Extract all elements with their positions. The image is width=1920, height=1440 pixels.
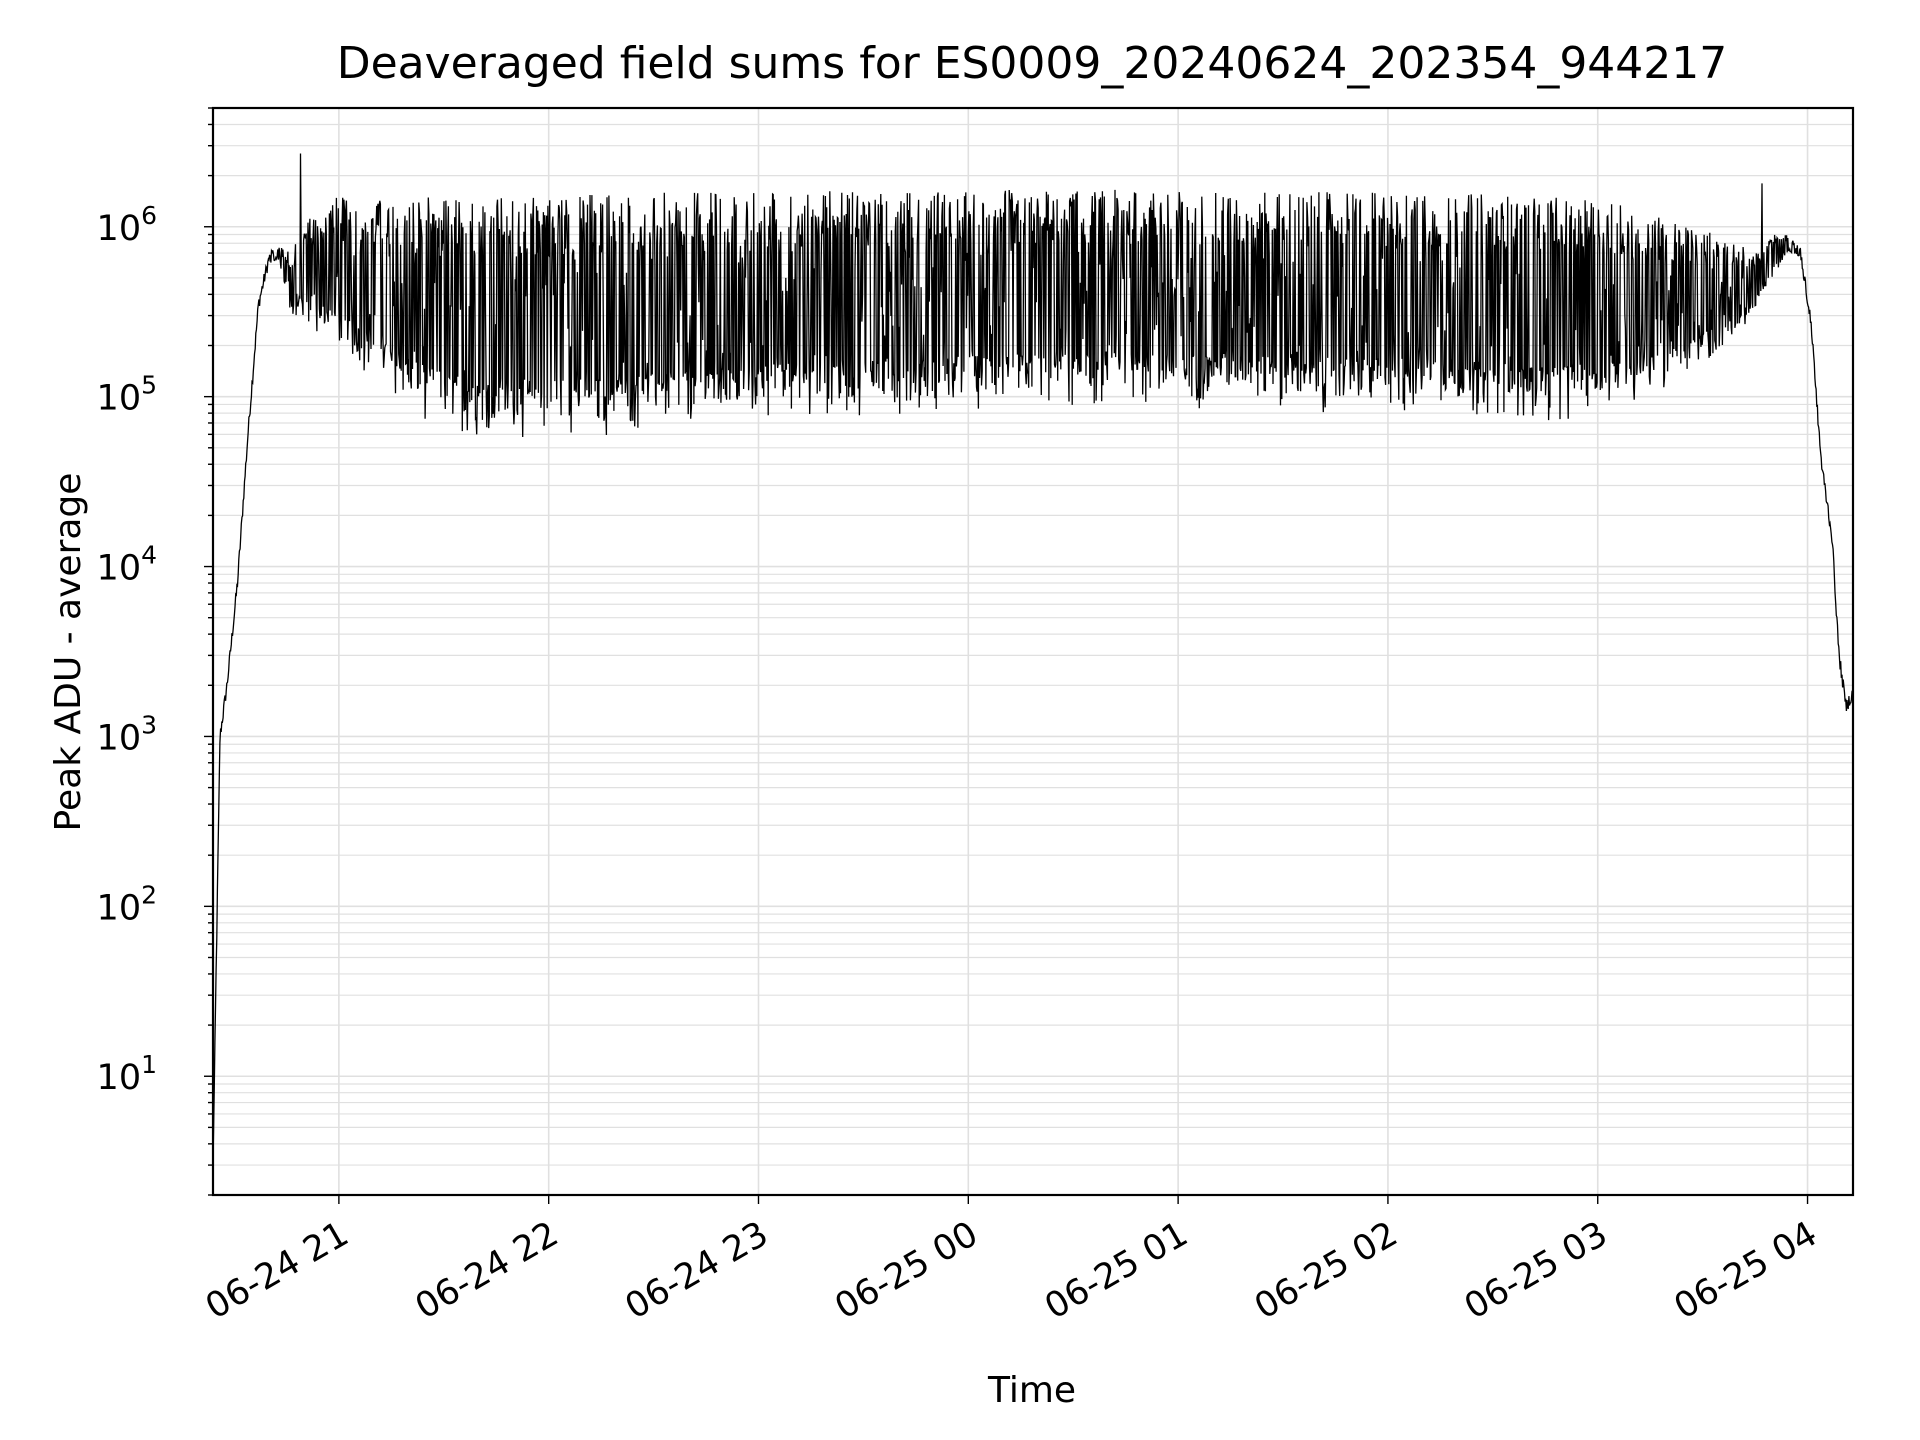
y-tick-base: 10 [97,1058,142,1098]
y-tick-base: 10 [97,549,142,589]
y-tick-exponent: 3 [141,710,157,739]
y-tick-label: 102 [97,880,157,928]
x-tick-label: 06-25 00 [829,1214,985,1327]
x-tick-label: 06-25 03 [1458,1214,1614,1327]
x-axis: 06-24 21 06-24 22 06-24 23 06-25 00 06-25 01… [199,1195,1824,1327]
y-tick-exponent: 2 [141,880,157,909]
x-tick-label: 06-24 21 [199,1214,355,1327]
x-tick-label: 06-24 23 [619,1214,775,1327]
plot-frame [211,106,1855,1197]
y-tick-label: 104 [97,541,157,589]
x-tick-label: 06-25 01 [1038,1214,1194,1327]
x-tick-label: 06-25 04 [1668,1214,1824,1327]
y-tick-exponent: 4 [141,541,157,570]
y-tick-base: 10 [97,888,142,928]
y-tick-label: 106 [97,201,157,249]
y-tick-base: 10 [97,379,142,419]
y-tick-exponent: 6 [141,201,157,230]
y-tick-label: 103 [97,710,157,758]
x-tick-label: 06-25 02 [1248,1214,1404,1327]
y-tick-label: 101 [97,1050,157,1098]
x-axis-label: Time [987,1370,1076,1411]
y-axis-label: Peak ADU - average [48,473,89,832]
y-tick-exponent: 1 [141,1050,157,1079]
y-tick-exponent: 5 [141,371,157,400]
y-tick-label: 105 [97,371,157,419]
chart-title: Deaveraged field sums for ES0009_2024062… [337,38,1728,89]
y-tick-base: 10 [97,209,142,249]
x-tick-label: 06-24 22 [409,1214,565,1327]
data-line [212,153,1854,1164]
y-tick-base: 10 [97,718,142,758]
